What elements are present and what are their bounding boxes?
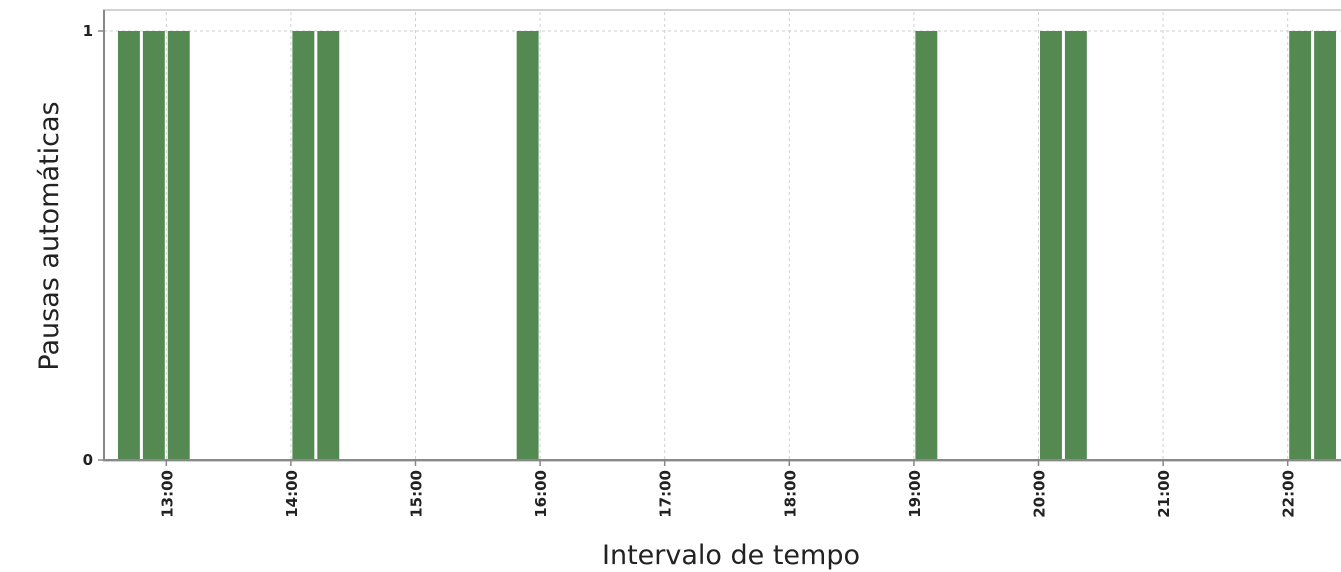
- x-tick-label: 16:00: [532, 470, 550, 518]
- x-ticks-layer: 13:00 14:00 15:00 16:00 17:00 18:00 19:00 20:00…: [158, 460, 1298, 518]
- x-axis-title: Intervalo de tempo: [602, 540, 860, 571]
- bar: [1064, 31, 1087, 460]
- x-tick-label: 15:00: [408, 470, 426, 518]
- bar: [292, 31, 315, 460]
- x-tick-label: 21:00: [1155, 470, 1173, 518]
- x-tick-label: 22:00: [1280, 470, 1298, 518]
- x-tick-label: 18:00: [781, 470, 799, 518]
- bar: [317, 31, 340, 460]
- bar: [167, 31, 190, 460]
- y-axis-title: Pausas automáticas: [34, 101, 65, 370]
- bar: [915, 31, 938, 460]
- bar: [117, 31, 140, 460]
- y-ticks-layer: 01: [83, 22, 104, 469]
- bar: [516, 31, 539, 460]
- x-tick-label: 20:00: [1031, 470, 1049, 518]
- bars-layer: [117, 31, 1337, 460]
- x-tick-label: 19:00: [906, 470, 924, 518]
- plot-area: [103, 9, 1341, 462]
- bar: [1289, 31, 1312, 460]
- bar: [142, 31, 165, 460]
- y-tick-label: 0: [83, 451, 93, 469]
- x-tick-label: 13:00: [158, 470, 176, 518]
- x-tick-label: 17:00: [657, 470, 675, 518]
- y-tick-label: 1: [83, 22, 93, 40]
- bar: [1314, 31, 1337, 460]
- bar: [1040, 31, 1062, 460]
- x-tick-label: 14:00: [283, 470, 301, 518]
